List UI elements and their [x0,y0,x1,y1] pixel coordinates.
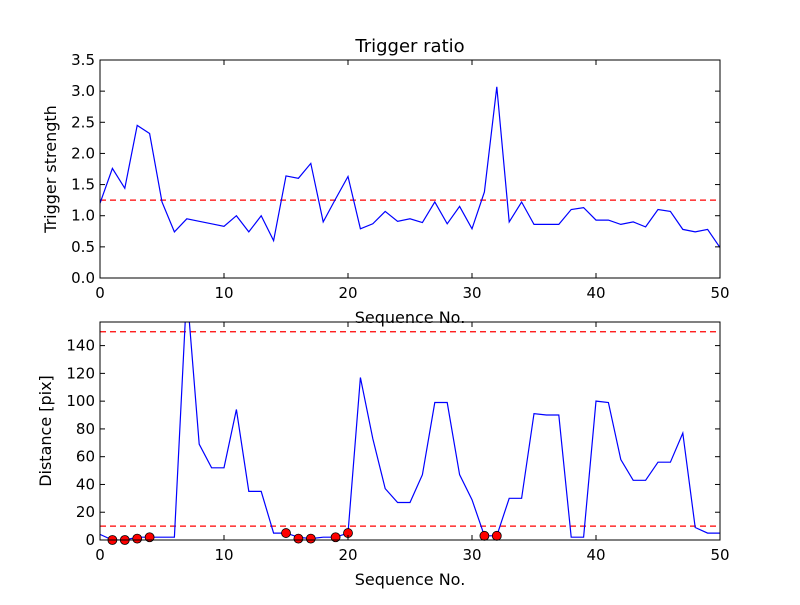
y-tick-label: 3.5 [71,51,95,69]
plot-panel-1: 0 10 20 30 40 50 0.0 0.5 1.0 1.5 2.0 2.5 3.0 3.5 Trigg… [41,36,730,327]
chart-title: Trigger ratio [354,36,464,57]
axes-frame [99,321,721,541]
x-tick-label: 30 [462,284,481,302]
x-tick-label: 0 [95,284,105,302]
x-tick-label: 10 [214,284,233,302]
x-tick-label: 50 [710,546,729,564]
x-axis-label: Sequence No. [355,570,466,589]
y-axis-label: Trigger strength [41,105,60,234]
data-point [491,530,502,541]
y-tick-label: 1.0 [71,207,95,225]
x-tick-label: 20 [338,546,357,564]
y-tick-label: 0.5 [71,238,95,256]
axes-frame [99,59,721,279]
y-tick-label: 1.5 [71,176,95,194]
y-tick-label: 0.0 [71,269,95,287]
data-point [132,533,143,544]
x-tick-label: 0 [95,546,105,564]
y-tick-label: 0 [85,531,95,549]
y-axis-label: Distance [pix] [36,375,55,487]
data-point [305,533,316,544]
y-tick-label: 3.0 [71,82,95,100]
x-tick-label: 30 [462,546,481,564]
data-point [144,532,155,543]
x-tick-label: 10 [214,546,233,564]
data-point [479,530,490,541]
x-axis-label: Sequence No. [355,308,466,327]
plot-panel-2: 0 10 20 30 40 50 0 20 40 60 80 100 120 140 Sequence No… [36,321,730,589]
y-tick-label: 120 [66,364,95,382]
y-tick-label: 2.5 [71,113,95,131]
y-tick-label: 80 [76,420,95,438]
data-point [281,528,291,538]
x-tick-label: 40 [586,284,605,302]
data-point [293,533,304,544]
x-tick-label: 40 [586,546,605,564]
y-tick-label: 20 [76,503,95,521]
x-tick-label: 20 [338,284,357,302]
series-line-1 [100,86,720,248]
y-tick-label: 40 [76,475,95,493]
y-tick-label: 100 [66,392,95,410]
y-tick-label: 140 [66,337,95,355]
y-tick-label: 2.0 [71,144,95,162]
x-tick-label: 50 [710,284,729,302]
y-tick-label: 60 [76,448,95,466]
series-line-1 [100,322,720,540]
data-point [330,532,341,543]
